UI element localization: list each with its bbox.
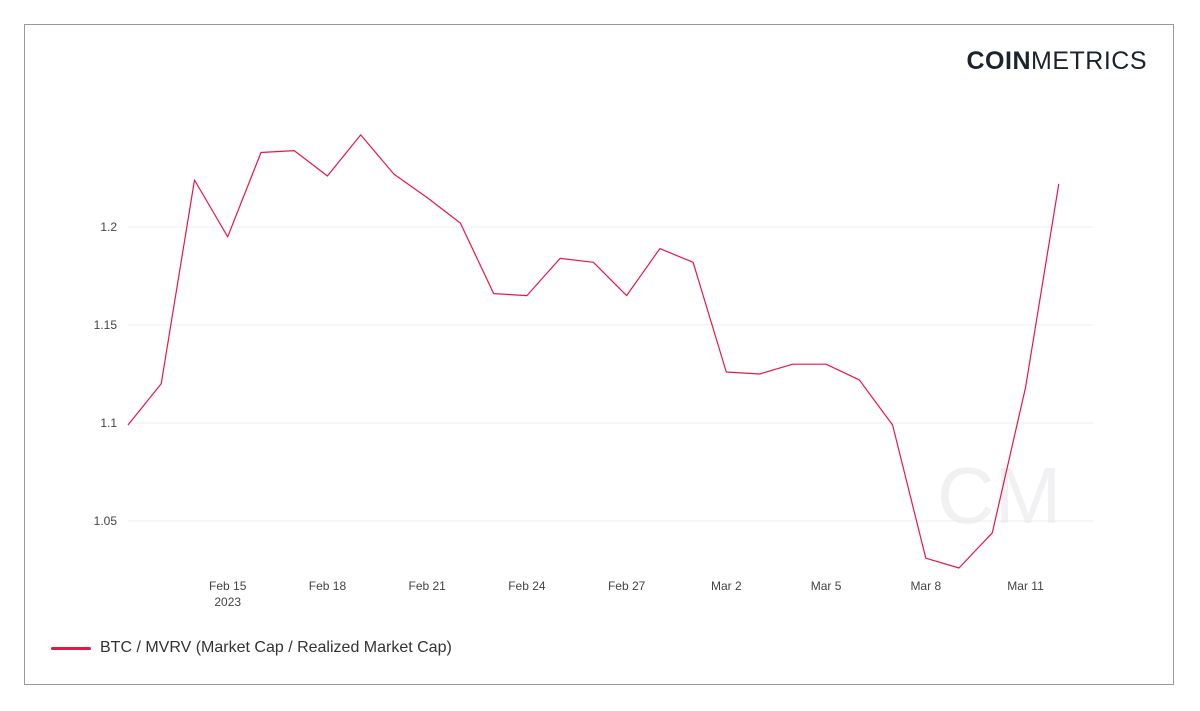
data-point[interactable] <box>923 556 928 561</box>
legend[interactable]: BTC / MVRV (Market Cap / Realized Market… <box>51 639 452 657</box>
data-point[interactable] <box>790 362 795 367</box>
x-tick-label: Feb 15 <box>209 579 247 593</box>
data-point[interactable] <box>1023 385 1028 390</box>
data-point[interactable] <box>159 381 164 386</box>
data-point[interactable] <box>1056 181 1061 186</box>
data-point[interactable] <box>657 246 662 251</box>
watermark-logo: CM <box>937 451 1061 540</box>
series-line-btc-mvrv[interactable] <box>127 134 1060 569</box>
y-tick-label: 1.05 <box>94 514 118 528</box>
data-point[interactable] <box>558 256 563 261</box>
legend-label: BTC / MVRV (Market Cap / Realized Market… <box>100 639 452 656</box>
data-point[interactable] <box>757 372 762 377</box>
data-point[interactable] <box>126 422 131 427</box>
gridlines <box>128 226 1093 522</box>
data-point[interactable] <box>292 148 297 153</box>
data-point[interactable] <box>192 177 197 182</box>
x-tick-label: Feb 27 <box>608 579 646 593</box>
series-group <box>126 132 1061 571</box>
data-point[interactable] <box>824 362 829 367</box>
x-tick-label: Mar 11 <box>1007 579 1044 593</box>
x-tick-label: Mar 5 <box>811 579 842 593</box>
data-point[interactable] <box>990 530 995 535</box>
data-point[interactable] <box>591 260 596 265</box>
data-point[interactable] <box>391 172 396 177</box>
data-point[interactable] <box>890 422 895 427</box>
data-point[interactable] <box>491 291 496 296</box>
data-point[interactable] <box>425 195 430 200</box>
y-tick-label: 1.2 <box>100 220 117 234</box>
data-point[interactable] <box>225 234 230 239</box>
y-axis: 1.05 1.1 1.15 1.2 <box>94 220 118 528</box>
data-point[interactable] <box>957 566 962 571</box>
data-point[interactable] <box>691 260 696 265</box>
x-tick-label: Feb 21 <box>408 579 446 593</box>
x-axis: Feb 15 2023 Feb 18 Feb 21 Feb 24 Feb 27 Mar 2 M… <box>209 579 1044 609</box>
chart-area: CM 1.05 1.1 1.15 1.2 Feb 15 2023 Feb 18 Feb 21… <box>94 132 1093 609</box>
data-point[interactable] <box>325 174 330 179</box>
coinmetrics-logo: COINMETRICS <box>966 47 1147 75</box>
y-tick-label: 1.15 <box>94 318 118 332</box>
data-point[interactable] <box>857 377 862 382</box>
data-point[interactable] <box>358 132 363 137</box>
data-point[interactable] <box>258 150 263 155</box>
x-tick-sublabel: 2023 <box>214 595 241 609</box>
x-tick-label: Feb 24 <box>508 579 546 593</box>
data-point[interactable] <box>624 293 629 298</box>
data-point[interactable] <box>458 221 463 226</box>
x-tick-label: Mar 2 <box>711 579 742 593</box>
data-point[interactable] <box>724 370 729 375</box>
x-tick-label: Feb 18 <box>309 579 347 593</box>
legend-swatch <box>51 646 91 650</box>
x-tick-label: Mar 8 <box>910 579 941 593</box>
data-point[interactable] <box>524 293 529 298</box>
chart-frame: COINMETRICS CM 1.05 1.1 1.15 1.2 Feb 15 2023… <box>24 24 1174 685</box>
y-tick-label: 1.1 <box>100 416 117 430</box>
